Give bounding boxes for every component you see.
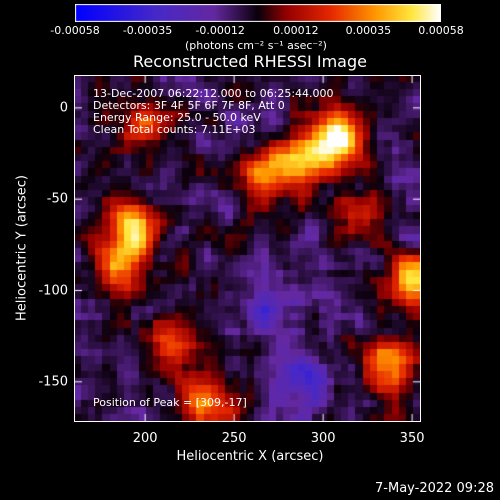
annotation-energy: Energy Range: 25.0 - 50.0 keV xyxy=(93,111,261,124)
y-tick-label: -150 xyxy=(38,374,68,390)
colorbar xyxy=(75,4,441,22)
annotation-peak: Position of Peak = [309,-17] xyxy=(93,396,247,409)
annotation-time: 13-Dec-2007 06:22:12.000 to 06:25:44.000 xyxy=(93,87,334,100)
colorbar-label: (photons cm⁻² s⁻¹ asec⁻²) xyxy=(185,39,327,52)
y-tick-label: -50 xyxy=(46,191,68,207)
x-tick-label: 250 xyxy=(221,431,247,446)
heatmap-image xyxy=(74,75,421,422)
colorbar-tick-label: -0.00012 xyxy=(195,24,245,37)
chart-title: Reconstructed RHESSI Image xyxy=(133,52,367,71)
y-axis-label: Heliocentric Y (arcsec) xyxy=(14,175,30,321)
colorbar-tick-label: -0.00035 xyxy=(122,24,173,37)
plot-area xyxy=(74,75,421,422)
x-axis-label: Heliocentric X (arcsec) xyxy=(176,449,324,464)
footer-timestamp: 7-May-2022 09:28 xyxy=(375,481,494,496)
annotation-detectors: Detectors: 3F 4F 5F 6F 7F 8F, Att 0 xyxy=(93,99,285,112)
colorbar-tick-label: 0.00058 xyxy=(418,24,464,37)
x-tick-label: 200 xyxy=(132,431,158,446)
x-tick-label: 300 xyxy=(310,431,336,446)
y-tick-label: -100 xyxy=(38,283,68,298)
annotation-clean: Clean Total counts: 7.11E+03 xyxy=(93,123,256,136)
plot-frame xyxy=(74,75,421,422)
colorbar-tick-label: 0.00035 xyxy=(345,24,392,37)
colorbar-tick-label: -0.00058 xyxy=(50,24,100,37)
y-tick-label: 0 xyxy=(59,100,68,116)
colorbar-tick-label: 0.00012 xyxy=(273,24,319,37)
x-tick-label: 350 xyxy=(399,431,425,446)
